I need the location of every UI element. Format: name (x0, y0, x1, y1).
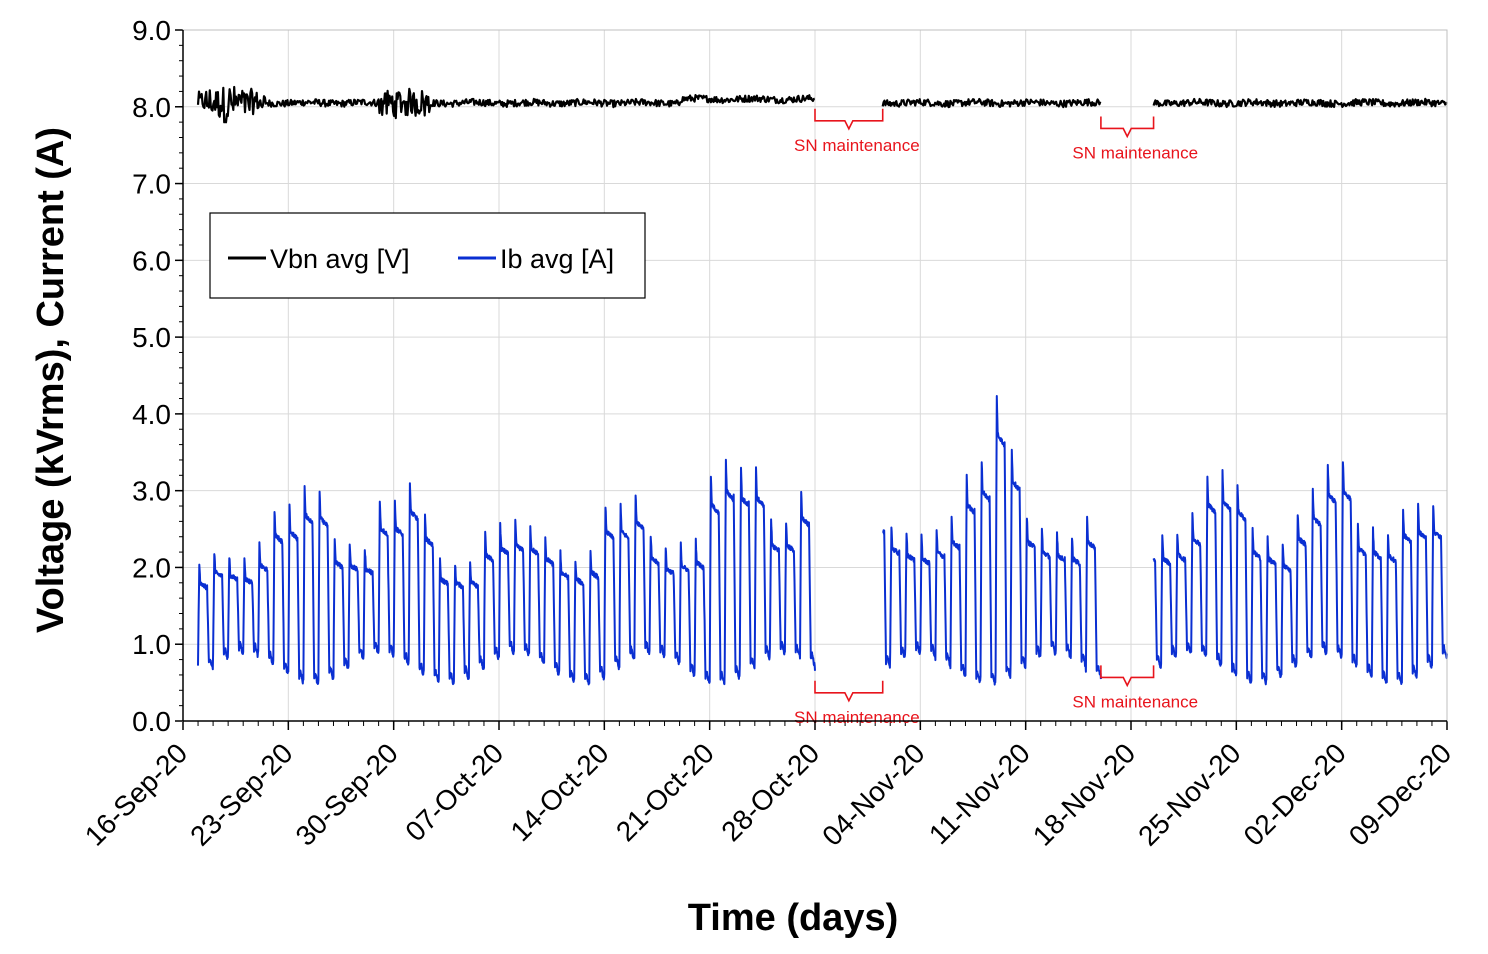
y-tick-label: 3.0 (132, 476, 171, 507)
gridlines (183, 29, 1448, 721)
y-tick-labels: 0.0 1.0 2.0 3.0 4.0 5.0 6.0 7.0 8.0 9.0 (132, 15, 171, 737)
x-tick-label: 21-Oct-20 (610, 737, 720, 847)
maintenance-bracket (814, 680, 884, 703)
plot-lines (196, 85, 1448, 686)
current-series-line (882, 395, 1102, 686)
annotations: SN maintenance SN maintenance SN maintenan… (794, 108, 1198, 727)
x-tick-label: 07-Oct-20 (399, 737, 509, 847)
x-tick-label: 18-Nov-20 (1027, 737, 1141, 851)
maintenance-bracket (1100, 116, 1155, 139)
legend-label-voltage: Vbn avg [V] (270, 244, 410, 274)
minor-ticks (179, 29, 1448, 726)
y-tick-label: 2.0 (132, 552, 171, 583)
legend: Vbn avg [V] Ib avg [A] (209, 212, 646, 299)
x-axis-title: Time (days) (688, 897, 898, 939)
maintenance-bracket (1100, 665, 1155, 688)
y-tick-label: 9.0 (132, 15, 171, 46)
x-tick-label: 09-Dec-20 (1343, 737, 1457, 851)
maintenance-label: SN maintenance (1072, 692, 1198, 711)
x-tick-label: 30-Sep-20 (290, 737, 404, 851)
y-axis-title: Voltage (kVrms), Current (A) (30, 127, 72, 633)
x-tick-labels: 16-Sep-2023-Sep-2030-Sep-2007-Oct-2014-O… (79, 737, 1457, 851)
x-tick-label: 04-Nov-20 (816, 737, 930, 851)
y-tick-label: 4.0 (132, 399, 171, 430)
maintenance-label: SN maintenance (794, 708, 920, 727)
x-tick-label: 02-Dec-20 (1238, 737, 1352, 851)
y-tick-label: 7.0 (132, 169, 171, 200)
voltage-series-line (1152, 97, 1448, 109)
legend-label-current: Ib avg [A] (500, 244, 614, 274)
legend-box (209, 212, 646, 299)
voltage-series-line (196, 85, 815, 124)
voltage-series-line (881, 97, 1102, 109)
maintenance-label: SN maintenance (794, 136, 920, 155)
maintenance-label: SN maintenance (1072, 143, 1198, 162)
x-tick-label: 25-Nov-20 (1132, 737, 1246, 851)
maintenance-bracket (814, 108, 884, 131)
current-series-line (197, 458, 816, 686)
y-tick-label: 8.0 (132, 92, 171, 123)
x-tick-label: 11-Nov-20 (923, 737, 1036, 850)
x-tick-label: 28-Oct-20 (715, 737, 825, 847)
y-tick-label: 5.0 (132, 322, 171, 353)
y-tick-label: 0.0 (132, 706, 171, 737)
y-tick-label: 6.0 (132, 245, 171, 276)
axes (175, 29, 1448, 730)
x-tick-label: 23-Sep-20 (184, 737, 298, 851)
current-series-line (1152, 461, 1448, 686)
y-tick-label: 1.0 (132, 629, 171, 660)
x-tick-label: 16-Sep-20 (79, 737, 193, 851)
x-tick-label: 14-Oct-20 (505, 737, 615, 847)
